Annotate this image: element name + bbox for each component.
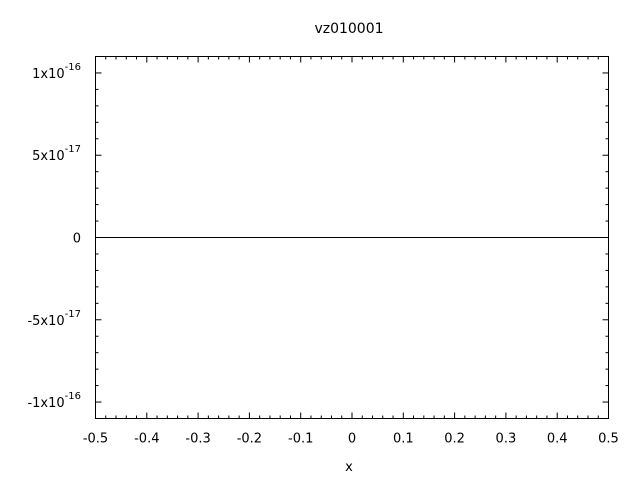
x-tick-label: -0.3 — [185, 432, 210, 447]
y-tick-exponent: -16 — [65, 62, 81, 73]
x-tick-labels: -0.5 -0.4 -0.3 -0.2 -0.1 0 0.1 0.2 0.3 0.4 0.5 — [83, 432, 619, 447]
y-tick-mantissa: 0 — [73, 232, 81, 247]
x-tick-label: -0.1 — [288, 432, 313, 447]
x-tick-label: -0.5 — [83, 432, 108, 447]
x-tick-label: 0.5 — [598, 432, 619, 447]
y-tick-mantissa: 1x10 — [32, 67, 65, 82]
x-tick-label: 0.3 — [496, 432, 517, 447]
y-tick-exponent: -16 — [65, 391, 81, 402]
y-tick-exponent: -17 — [65, 309, 81, 320]
y-tick-exponent: -17 — [65, 144, 81, 155]
y-tick-mantissa: -1x10 — [27, 396, 64, 411]
y-tick-label: 5x10-17 — [32, 144, 81, 164]
x-tick-label: 0.1 — [393, 432, 414, 447]
y-tick-label: 0 — [73, 232, 81, 247]
y-tick-mantissa: 5x10 — [32, 149, 65, 164]
x-tick-label: 0.4 — [547, 432, 568, 447]
y-tick-mantissa: -5x10 — [27, 314, 64, 329]
x-tick-label: 0 — [348, 432, 356, 447]
tick-marks — [95, 56, 609, 419]
chart-title: vz010001 — [314, 21, 383, 37]
x-tick-label: -0.4 — [134, 432, 159, 447]
y-tick-label: 1x10-16 — [32, 62, 81, 82]
x-tick-label: -0.2 — [237, 432, 262, 447]
y-tick-label: -5x10-17 — [27, 309, 81, 329]
y-tick-label: -1x10-16 — [27, 391, 81, 411]
x-tick-label: 0.2 — [444, 432, 465, 447]
x-axis-label: x — [345, 460, 353, 475]
